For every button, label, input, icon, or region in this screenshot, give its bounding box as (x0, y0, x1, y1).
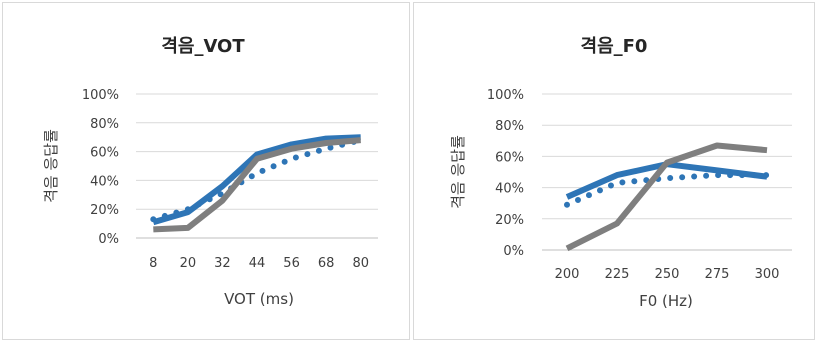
y-tick-label: 40% (495, 182, 524, 197)
chart-f0-svg: 격음_F0 0% 20% 40% 60% 80% 100% 200 225 250 275 300 F0… (449, 36, 792, 310)
y-axis-label: 격음 응답률 (449, 135, 467, 209)
y-tick-label: 20% (495, 213, 524, 228)
x-tick-label: 44 (249, 256, 266, 271)
x-axis-label: F0 (Hz) (639, 292, 693, 310)
y-tick-label: 0% (98, 232, 119, 247)
x-axis-label: VOT (ms) (224, 290, 294, 308)
x-tick-label: 56 (283, 256, 300, 271)
x-tick-label: 32 (214, 256, 231, 271)
y-axis-label: 격음 응답률 (42, 129, 60, 203)
y-tick-label: 0% (503, 244, 524, 259)
y-tick-label: 80% (495, 119, 524, 134)
x-tick-label: 275 (705, 267, 730, 282)
chart-panel-vot: 격음_VOT 0% 20% 40% 60% 80% 100% 8 20 32 44 56 68 80 VOT… (2, 2, 410, 340)
series-line-0 (565, 161, 768, 200)
y-tick-label: 60% (90, 146, 119, 161)
chart-panel-f0: 격음_F0 0% 20% 40% 60% 80% 100% 200 225 250 275 300 F0… (413, 2, 815, 340)
y-tick-label: 40% (90, 174, 119, 189)
y-tick-label: 100% (82, 88, 119, 103)
x-tick-label: 300 (755, 267, 780, 282)
series-line-2 (565, 142, 768, 252)
x-tick-label: 20 (180, 256, 197, 271)
chart-title: 격음_VOT (161, 36, 245, 57)
y-tick-label: 100% (487, 88, 524, 103)
x-tick-label: 200 (555, 267, 580, 282)
x-tick-label: 80 (352, 256, 369, 271)
series-line-dotted (150, 137, 364, 223)
chart-vot-svg: 격음_VOT 0% 20% 40% 60% 80% 100% 8 20 32 44 56 68 80 VOT… (42, 36, 378, 308)
y-tick-label: 20% (90, 203, 119, 218)
x-tick-label: 225 (605, 267, 630, 282)
x-tick-label: 68 (318, 256, 335, 271)
x-tick-label: 250 (655, 267, 680, 282)
chart-title: 격음_F0 (581, 36, 648, 57)
y-tick-label: 60% (495, 150, 524, 165)
series-line-dotted (564, 172, 770, 208)
x-tick-label: 8 (149, 256, 157, 271)
y-tick-label: 80% (90, 117, 119, 132)
